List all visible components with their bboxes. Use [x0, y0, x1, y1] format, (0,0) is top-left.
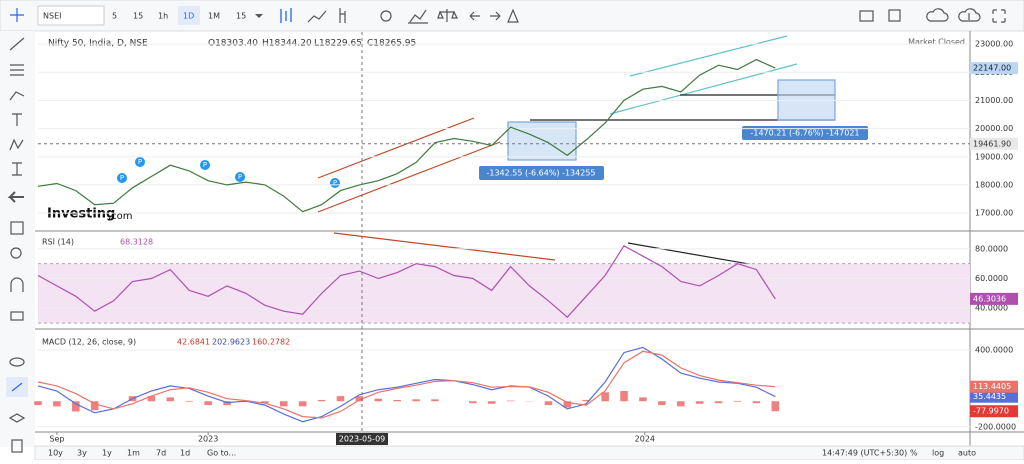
price-tag: 113.4405	[973, 382, 1011, 391]
left-toolbar	[0, 8, 35, 452]
interval[interactable]: 1h	[158, 12, 168, 21]
ohlc: L18229.65	[314, 39, 362, 49]
marker-label: P	[120, 174, 124, 182]
histogram-bar	[167, 397, 175, 401]
marker-label: P	[238, 173, 242, 181]
marker-label: P	[333, 179, 337, 187]
histogram-bar	[34, 401, 42, 405]
y-tick-label: 23000.00	[975, 40, 1013, 49]
histogram-bar	[734, 401, 742, 402]
price-tag: 22147.00	[973, 64, 1011, 73]
histogram-bar	[507, 401, 515, 402]
histogram-bar	[715, 401, 723, 403]
toolbar: NSEI 5 15 1h 1D 1M 15	[0, 0, 1024, 31]
scale-option[interactable]: log	[932, 449, 944, 458]
logo: Investing	[47, 207, 115, 222]
histogram-bar	[658, 401, 666, 405]
indicator-readout: 68.3128	[120, 238, 153, 247]
measure-label: -1470.21 (-6.76%) -147021	[750, 129, 859, 138]
toolbar-bg	[0, 0, 1024, 31]
marker-label: P	[138, 158, 142, 166]
histogram-bar	[72, 401, 80, 411]
crosshair-date: 2023-05-09	[339, 435, 386, 444]
histogram-bar	[280, 401, 288, 406]
histogram-bar	[299, 401, 307, 406]
x-tick-label: Sep	[49, 435, 64, 444]
scale-option[interactable]: %	[910, 449, 918, 458]
y-tick-label: 17000.00	[975, 209, 1013, 218]
y-tick-label: -200.0000	[975, 422, 1016, 431]
y-tick-label: 19000.00	[975, 152, 1013, 161]
indicator-readout: 160.2782	[252, 338, 290, 347]
price-tag: 46.3036	[973, 294, 1006, 303]
marker-label: P	[203, 161, 207, 169]
histogram-bar	[337, 396, 345, 401]
histogram-bar	[431, 399, 439, 401]
histogram-bar	[412, 399, 420, 401]
indicator-readout: 202.9623	[212, 338, 250, 347]
y-tick-label: 60.0000	[975, 274, 1008, 283]
y-tick-label: 20000.00	[975, 124, 1013, 133]
range-button[interactable]: 7d	[156, 449, 166, 458]
y-tick-label: 80.0000	[975, 244, 1008, 253]
indicator-readout: 42.6841	[177, 338, 210, 347]
histogram-bar	[677, 401, 685, 406]
indicator-title: RSI (14)	[42, 238, 74, 247]
range-button[interactable]: 1y	[102, 449, 112, 458]
interval[interactable]: 5	[112, 12, 117, 21]
histogram-bar	[204, 401, 212, 405]
ohlc: O18303.40	[208, 39, 258, 49]
x-tick-label: 2024	[635, 435, 655, 444]
histogram-bar	[375, 399, 383, 402]
price-tag: -77.9970	[973, 407, 1009, 416]
histogram-bar	[318, 400, 326, 401]
range-button[interactable]: 10y	[48, 449, 63, 458]
histogram-bar	[639, 397, 647, 401]
range-button[interactable]: 3y	[77, 449, 87, 458]
range-button[interactable]: 1m	[127, 449, 140, 458]
chart-title: Nifty 50, India, D, NSE	[48, 39, 148, 49]
interval[interactable]: 1D	[183, 12, 194, 21]
crosshair-tag: 19461.90	[973, 139, 1011, 148]
rsi-band	[38, 264, 970, 323]
y-tick-label: 40.0000	[975, 304, 1008, 313]
symbol[interactable]: NSEI	[43, 12, 61, 21]
indicator-title: MACD (12, 26, close, 9)	[42, 338, 136, 347]
goto-button[interactable]: Go to...	[207, 449, 236, 458]
x-tick-label: 2023	[198, 435, 218, 444]
market-status: Market Closed	[908, 38, 965, 47]
interval[interactable]: 15	[133, 12, 143, 21]
y-tick-label: 400.0000	[975, 345, 1013, 354]
clock: 14:47:49 (UTC+5:30)	[822, 449, 907, 458]
histogram-bar	[772, 401, 780, 411]
y-tick-label: 21000.00	[975, 96, 1013, 105]
histogram-bar	[545, 401, 553, 405]
range-button[interactable]: 1d	[180, 449, 190, 458]
interval[interactable]: 1M	[208, 12, 220, 21]
histogram-bar	[488, 401, 496, 404]
histogram-bar	[753, 401, 761, 403]
scale-option[interactable]: auto	[958, 449, 976, 458]
y-tick-label: 18000.00	[975, 180, 1013, 189]
histogram-bar	[393, 400, 401, 401]
histogram-bar	[469, 401, 477, 403]
histogram-bar	[696, 401, 704, 404]
histogram-bar	[185, 401, 193, 402]
histogram-bar	[53, 401, 61, 406]
ohlc: C18265.95	[367, 39, 416, 49]
histogram-bar	[620, 391, 628, 401]
measure-label: -1342.55 (-6.64%) -134255	[486, 169, 595, 178]
interval[interactable]: 15	[236, 12, 246, 21]
ohlc: H18344.20	[262, 39, 312, 49]
price-tag: 35.4435	[973, 392, 1006, 401]
